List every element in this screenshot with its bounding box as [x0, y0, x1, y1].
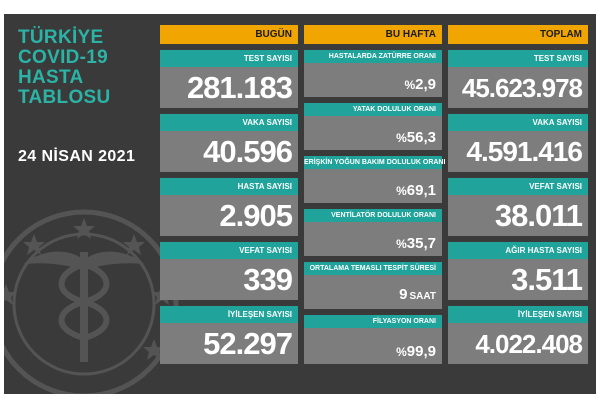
header-week: BU HAFTA — [304, 25, 442, 44]
header-total: TOPLAM — [448, 25, 588, 44]
card-value: %2,9 — [404, 76, 436, 94]
card-value: 45.623.978 — [461, 73, 583, 103]
card-label: ORTALAMA TEMASLI TESPİT SÜRESİ — [304, 262, 442, 275]
card-label: VAKA SAYISI — [160, 114, 298, 131]
total-recovered-card: İYİLEŞEN SAYISI 4.022.408 — [448, 306, 588, 364]
today-case-card: VAKA SAYISI 40.596 — [160, 114, 298, 172]
card-value: 52.297 — [203, 326, 293, 361]
today-test-card: TEST SAYISI 281.183 — [160, 50, 298, 108]
week-filiation-card: FİLYASYON ORANI %99,9 — [304, 315, 442, 364]
card-value: 2.905 — [219, 198, 293, 233]
card-label: HASTALARDA ZATÜRRE ORANI — [304, 50, 442, 63]
value-number: 2,9 — [415, 76, 436, 93]
card-value: 9 SAAT — [399, 286, 436, 306]
value-unit: SAAT — [409, 291, 436, 302]
card-label: VENTİLATÖR DOLULUK ORANI — [304, 209, 442, 222]
value-number: 9 — [399, 286, 408, 303]
card-label: TEST SAYISI — [160, 50, 298, 67]
card-label: HASTA SAYISI — [160, 178, 298, 195]
card-label: VEFAT SAYISI — [160, 242, 298, 259]
card-value: 3.511 — [511, 262, 583, 297]
title-line: COVID-19 — [18, 47, 109, 68]
percent-sign: % — [396, 345, 407, 359]
today-death-card: VEFAT SAYISI 339 — [160, 242, 298, 300]
title-line: TÜRKİYE — [18, 27, 104, 48]
card-label: ERİŞKİN YOĞUN BAKIM DOLULUK ORANI — [304, 156, 445, 169]
title-line: TABLOSU — [18, 87, 111, 108]
card-label: AĞIR HASTA SAYISI — [448, 242, 588, 259]
card-label: YATAK DOLULUK ORANI — [304, 103, 442, 116]
card-value: 339 — [243, 262, 293, 297]
total-case-card: VAKA SAYISI 4.591.416 — [448, 114, 588, 172]
card-value: 4.591.416 — [466, 136, 583, 167]
value-number: 35,7 — [406, 235, 436, 252]
card-label: FİLYASYON ORANI — [304, 315, 442, 328]
health-ministry-emblem-icon — [4, 209, 179, 394]
percent-sign: % — [396, 131, 407, 145]
total-death-card: VEFAT SAYISI 38.011 — [448, 178, 588, 236]
card-value: 4.022.408 — [475, 329, 583, 359]
value-number: 69,1 — [406, 182, 436, 199]
card-value: 40.596 — [203, 134, 293, 169]
title-line: HASTA — [18, 67, 84, 88]
week-ventilator-card: VENTİLATÖR DOLULUK ORANI %35,7 — [304, 209, 442, 256]
week-pneumonia-card: HASTALARDA ZATÜRRE ORANI %2,9 — [304, 50, 442, 97]
card-label: VAKA SAYISI — [448, 114, 588, 131]
card-label: TEST SAYISI — [448, 50, 588, 67]
report-date: 24 NİSAN 2021 — [18, 148, 136, 165]
week-bed-card: YATAK DOLULUK ORANI %56,3 — [304, 103, 442, 150]
card-value: %56,3 — [396, 129, 436, 147]
card-value: %69,1 — [396, 182, 436, 200]
card-label: İYİLEŞEN SAYISI — [448, 306, 588, 323]
covid-board: TÜRKİYE COVID-19 HASTA TABLOSU 24 NİSAN … — [4, 14, 596, 394]
today-patient-card: HASTA SAYISI 2.905 — [160, 178, 298, 236]
total-test-card: TEST SAYISI 45.623.978 — [448, 50, 588, 108]
total-severe-card: AĞIR HASTA SAYISI 3.511 — [448, 242, 588, 300]
header-today: BUGÜN — [160, 25, 298, 44]
board-title: TÜRKİYE COVID-19 HASTA TABLOSU — [18, 28, 148, 108]
value-number: 99,9 — [406, 343, 436, 360]
percent-sign: % — [396, 237, 407, 251]
week-icu-card: ERİŞKİN YOĞUN BAKIM DOLULUK ORANI %69,1 — [304, 156, 445, 203]
card-value: %35,7 — [396, 235, 436, 253]
percent-sign: % — [404, 78, 416, 92]
card-label: VEFAT SAYISI — [448, 178, 588, 195]
card-label: İYİLEŞEN SAYISI — [160, 306, 298, 323]
week-contact-time-card: ORTALAMA TEMASLI TESPİT SÜRESİ 9 SAAT — [304, 262, 442, 309]
card-value: 38.011 — [494, 198, 583, 233]
card-value: 281.183 — [186, 70, 293, 105]
value-number: 56,3 — [406, 129, 436, 146]
percent-sign: % — [396, 184, 407, 198]
today-recovered-card: İYİLEŞEN SAYISI 52.297 — [160, 306, 298, 364]
card-value: %99,9 — [396, 343, 436, 361]
